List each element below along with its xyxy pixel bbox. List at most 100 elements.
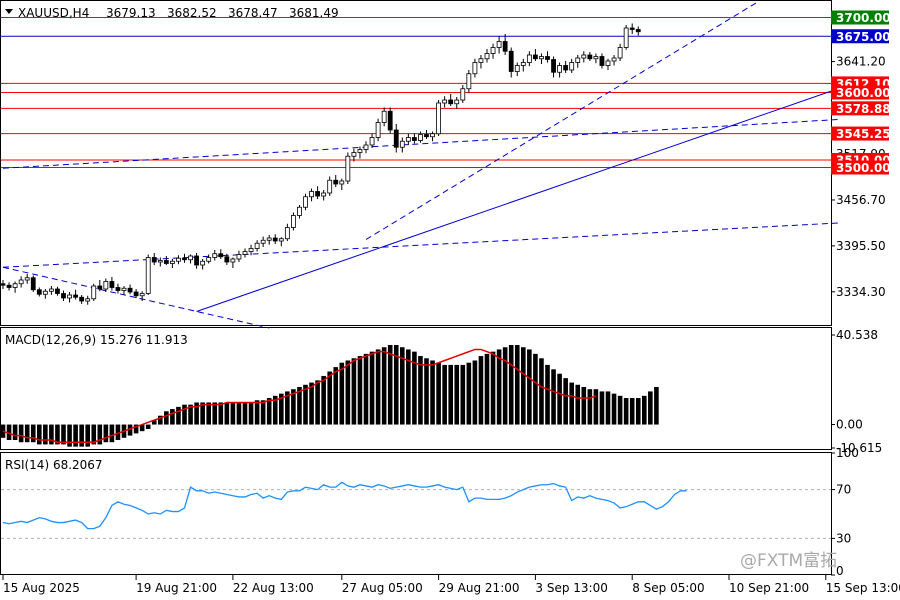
macd-bar [496, 349, 502, 425]
candle [49, 286, 54, 295]
candle [212, 250, 218, 261]
rsi-pane-frame [0, 452, 832, 575]
time-tick-label: 3 Sep 13:00 [535, 581, 607, 595]
candle-body [297, 206, 302, 216]
candle-body [176, 257, 181, 262]
candle-body [411, 137, 417, 141]
candle [502, 34, 508, 55]
candle [387, 107, 393, 134]
macd-bar [151, 420, 157, 425]
macd-bar [176, 406, 181, 425]
macd-bar [260, 400, 266, 425]
candle [133, 289, 139, 298]
candle-body [581, 54, 587, 59]
macd-bar [557, 373, 562, 425]
candle [436, 100, 442, 136]
candle [12, 281, 18, 293]
macd-bar [218, 402, 224, 425]
macd-bar [472, 360, 478, 425]
ohlc-close: 3681.49 [289, 6, 339, 20]
macd-bar [158, 415, 163, 425]
macd-bar [545, 364, 550, 425]
candle-body [454, 99, 460, 105]
macd-tick-label: 40.538 [836, 328, 878, 342]
menu-triangle-icon[interactable] [5, 9, 13, 14]
macd-bar [539, 358, 544, 425]
candle [418, 131, 423, 143]
macd-bar [164, 411, 169, 425]
macd-bar [412, 351, 417, 425]
candle [357, 146, 363, 159]
macd-bar [67, 424, 72, 447]
macd-bar [133, 424, 139, 434]
candle-body [551, 59, 556, 73]
candle-body [97, 285, 103, 290]
macd-bar [224, 402, 230, 425]
macd-bar [587, 389, 593, 425]
candle-body [139, 293, 145, 297]
macd-bar [79, 424, 84, 447]
trendline [196, 88, 839, 312]
macd-bar [242, 402, 248, 425]
ohlc-low: 3678.47 [228, 6, 278, 20]
macd-bar [563, 378, 568, 425]
candle [575, 55, 581, 68]
macd-bar [406, 349, 411, 425]
candle [272, 234, 278, 244]
price-tick-label: 3456.70 [836, 193, 886, 207]
macd-bar [188, 404, 193, 425]
candle [127, 284, 133, 295]
candle-body [73, 294, 78, 298]
level-tag [831, 101, 889, 116]
macd-bar [393, 345, 399, 425]
candle [73, 289, 78, 300]
macd-bar [24, 424, 30, 443]
candle [611, 55, 617, 66]
candle [369, 133, 375, 148]
trendline [2, 266, 270, 329]
macd-bar [30, 424, 36, 443]
macd-bar [73, 424, 78, 447]
horizontal-levels [1, 17, 831, 168]
candle-body [266, 237, 272, 241]
candle [242, 248, 248, 258]
candle-body [36, 289, 42, 295]
candle-body [381, 110, 387, 123]
candle-body [303, 196, 308, 208]
macd-bar [6, 424, 12, 441]
candle [599, 53, 605, 69]
candle [557, 62, 562, 78]
candle [508, 47, 514, 78]
candle [145, 254, 151, 295]
macd-bar [369, 351, 375, 425]
macd-bar [266, 398, 272, 425]
candle [375, 118, 381, 142]
candle-body [212, 253, 218, 258]
candle [115, 283, 121, 294]
macd-bar [37, 424, 42, 445]
candle [593, 53, 599, 64]
macd-bar [303, 384, 308, 425]
candle-body [436, 102, 442, 135]
macd-bar [170, 409, 175, 425]
candle-body [42, 290, 48, 295]
candle-body [272, 237, 278, 242]
macd-bar [236, 402, 242, 425]
candle-body [466, 73, 472, 90]
macd-bar [272, 395, 278, 425]
macd-tick-label: -10.615 [836, 441, 882, 455]
axes: 3641.203517.903456.703395.503334.303700.… [2, 10, 900, 595]
macd-bar [527, 349, 532, 425]
candle-body [236, 254, 242, 260]
candle [103, 278, 109, 292]
macd-bar [351, 358, 357, 425]
candle-body [49, 288, 54, 292]
macd-bar [200, 402, 205, 425]
candle-body [163, 260, 169, 264]
candle-body [442, 99, 448, 104]
level-tag-label: 3545.25 [836, 127, 891, 141]
macd-bar [333, 367, 339, 425]
candle [85, 295, 91, 305]
candle-body [345, 155, 351, 182]
